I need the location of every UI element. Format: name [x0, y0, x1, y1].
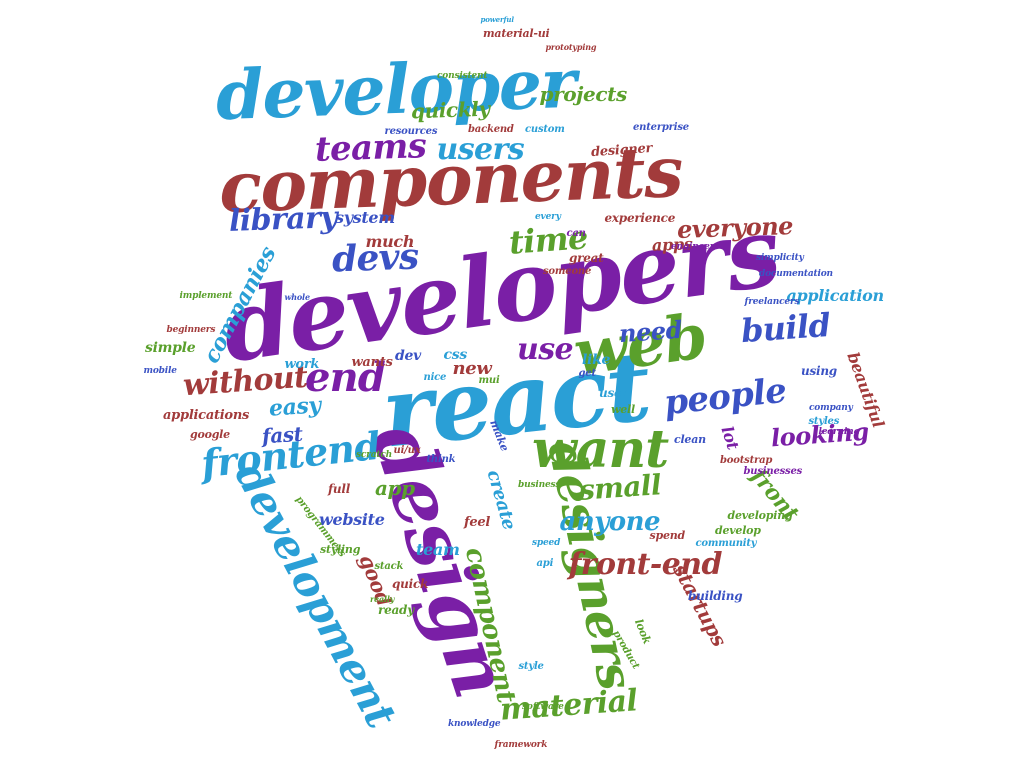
word-use: use — [517, 332, 574, 367]
word-people: people — [662, 370, 789, 424]
word-fast: fast — [261, 421, 304, 449]
word-documentation: documentation — [759, 268, 833, 279]
word-businesses: businesses — [743, 466, 803, 477]
word-material-ui: material-ui — [483, 26, 550, 40]
word-bootstrap: bootstrap — [720, 455, 773, 466]
word-building: building — [688, 589, 743, 603]
word-can: can — [566, 228, 586, 239]
word-team: team — [416, 540, 460, 559]
word-full: full — [328, 482, 351, 496]
word-developer: developer — [214, 43, 576, 137]
word-resources: resources — [384, 126, 438, 137]
word-great: great — [569, 251, 604, 265]
word-much: much — [365, 232, 415, 251]
word-powerful: powerful — [480, 14, 515, 24]
word-business: business — [518, 479, 561, 490]
word-ready: ready — [378, 603, 414, 617]
word-framework: framework — [494, 739, 548, 750]
word-build: build — [739, 305, 831, 351]
word-developing: developing — [727, 508, 793, 522]
word-clean: clean — [674, 432, 706, 446]
word-work: work — [284, 356, 320, 372]
word-simplicity: simplicity — [756, 252, 804, 263]
word-new: new — [452, 358, 492, 379]
word-library: library — [228, 200, 338, 239]
word-community: community — [695, 538, 757, 549]
word-quickly: quickly — [410, 96, 490, 124]
word-prototyping: prototyping — [545, 42, 597, 52]
word-need: need — [617, 314, 683, 349]
word-experience: experience — [604, 211, 676, 225]
word-scratch: scratch — [356, 449, 393, 460]
word-engineers: engineers — [671, 241, 720, 252]
word-mui: mui — [478, 375, 500, 386]
word-google: google — [190, 427, 230, 441]
word-users: users — [436, 132, 525, 167]
word-app: app — [375, 476, 415, 500]
word-get: get — [578, 368, 597, 379]
word-enterprise: enterprise — [633, 122, 689, 133]
word-well: well — [611, 402, 635, 416]
word-css: css — [443, 347, 468, 363]
word-lot: lot — [716, 423, 743, 452]
word-front-end: front-end — [568, 547, 723, 582]
word-knowledge: knowledge — [448, 718, 501, 729]
word-styles: styles — [808, 416, 840, 427]
word-wants: wants — [351, 354, 393, 370]
word-software: software — [522, 701, 564, 712]
word-implement: implement — [179, 290, 233, 301]
word-ui-ux: ui/ux — [393, 445, 421, 456]
word-really: really — [370, 594, 395, 604]
word-dev: dev — [395, 348, 421, 364]
word-designer: designer — [590, 140, 653, 160]
word-using: using — [801, 364, 837, 378]
word-company: company — [809, 402, 853, 413]
word-user: user — [599, 386, 628, 400]
word-whole: whole — [284, 292, 311, 302]
word-website: website — [319, 510, 385, 529]
word-everyone: everyone — [676, 210, 794, 245]
word-api: api — [536, 558, 554, 569]
word-styling: styling — [320, 542, 361, 556]
word-anyone: anyone — [559, 507, 661, 537]
word-every: every — [535, 211, 561, 222]
word-stack: stack — [374, 561, 404, 572]
word-mobile: mobile — [143, 365, 177, 376]
word-small: small — [577, 468, 663, 507]
word-consistent: consistent — [437, 70, 488, 81]
word-beginners: beginners — [166, 324, 216, 335]
word-feel: feel — [464, 514, 491, 530]
word-someone: someone — [543, 266, 592, 277]
word-speed: speed — [532, 537, 561, 548]
word-spend: spend — [649, 528, 686, 542]
word-simple: simple — [145, 340, 196, 356]
word-style: style — [518, 661, 544, 672]
word-system: system — [335, 208, 395, 227]
word-projects: projects — [539, 82, 628, 106]
word-want: want — [532, 419, 669, 480]
word-think: think — [426, 454, 456, 465]
word-look: look — [631, 616, 654, 646]
word-develop: develop — [715, 523, 761, 537]
word-quick: quick — [392, 577, 429, 591]
word-backend: backend — [468, 124, 514, 135]
word-easy: easy — [268, 392, 322, 422]
word-application: application — [786, 286, 885, 305]
word-like: like — [582, 352, 611, 368]
word-end: end — [305, 354, 386, 401]
word-nice: nice — [423, 372, 447, 383]
word-custom: custom — [525, 124, 565, 135]
word-applications: applications — [163, 407, 250, 423]
word-freelancers: freelancers — [744, 296, 800, 307]
word-learning: learning — [818, 426, 860, 437]
